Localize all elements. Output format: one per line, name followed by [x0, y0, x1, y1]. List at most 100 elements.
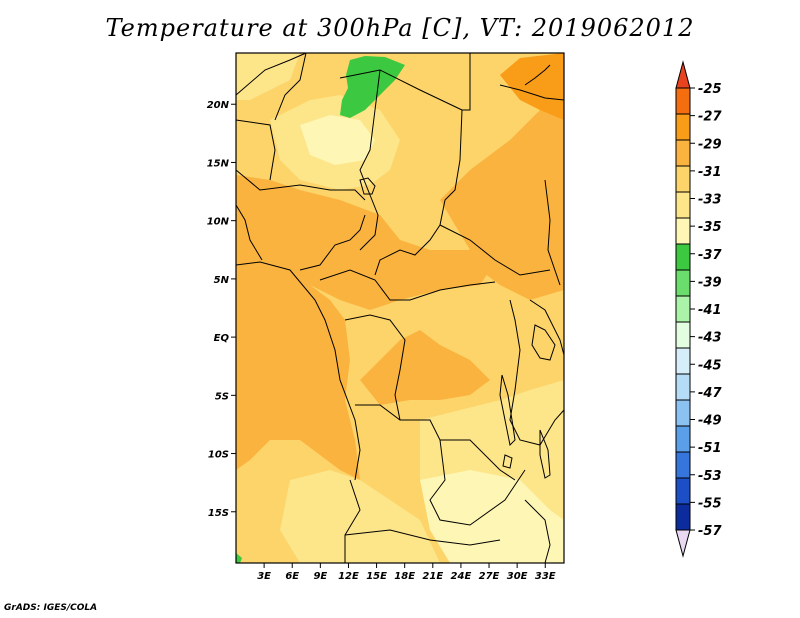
field-orange-northeast — [440, 95, 564, 300]
x-tick-label: 21E — [422, 571, 443, 582]
field-orange-congo — [360, 330, 490, 405]
field-green-cold-spot — [340, 56, 405, 118]
border-zambia — [429, 439, 526, 526]
colorbar-label: -49 — [698, 414, 722, 429]
border-east-lakes — [509, 299, 565, 446]
border-coast-west — [235, 261, 361, 481]
border-namibia — [344, 529, 501, 546]
colorbar-swatch — [675, 373, 691, 401]
border-northwest — [235, 52, 307, 96]
x-tick-label: 27E — [479, 571, 500, 582]
border-lake-victoria — [531, 324, 556, 361]
colorbar-label: -55 — [698, 496, 722, 511]
x-tick-label: 6E — [285, 571, 299, 582]
colorbar-swatch — [675, 139, 691, 167]
border-uganda-kenya — [529, 299, 565, 356]
colorbar-bottom-arrow — [675, 529, 691, 558]
y-tick-label: 10S — [208, 450, 229, 461]
colorbar-swatch — [675, 425, 691, 453]
colorbar-label: -41 — [698, 303, 722, 318]
x-tick-label: 33E — [535, 571, 556, 582]
colorbar-swatch — [675, 165, 691, 193]
colorbar-top-arrow — [675, 60, 691, 89]
border-lake-malawi — [539, 429, 551, 479]
colorbar-label: -25 — [698, 82, 722, 97]
border-angola-south — [344, 479, 361, 563]
border-libya-egypt — [462, 53, 471, 111]
field-orange-far-northeast — [500, 53, 564, 120]
x-tick-label: 12E — [338, 571, 359, 582]
x-tick-label: 30E — [507, 571, 528, 582]
border-sudan-southsudan — [439, 224, 551, 276]
country-borders — [235, 52, 565, 564]
border-car — [319, 269, 496, 301]
border-chad-east — [374, 109, 463, 276]
field-light-northwest — [236, 53, 300, 100]
border-mali-niger — [235, 119, 276, 181]
x-tick-label: 18E — [394, 571, 415, 582]
colorbar-swatch — [675, 503, 691, 531]
colorbar-label: -31 — [698, 165, 722, 180]
colorbar-swatch — [675, 477, 691, 505]
colorbar-label: -39 — [698, 275, 722, 290]
border-niger-nigeria — [235, 169, 366, 201]
colorbar-label: -51 — [698, 441, 722, 456]
x-tick-label: 24E — [451, 571, 472, 582]
colorbar-swatch — [675, 451, 691, 479]
map-frame — [235, 52, 565, 564]
y-tick-label: 10N — [207, 217, 230, 228]
field-light-south — [280, 470, 440, 563]
y-tick-label: 15N — [207, 158, 230, 169]
border-nigeria-cameroon — [299, 214, 366, 271]
colorbar-swatch — [675, 347, 691, 375]
chart-title: Temperature at 300hPa [C], VT: 201906201… — [105, 14, 695, 42]
grads-credit: GrADS: IGES/COLA — [4, 603, 98, 613]
colorbar-label: -29 — [698, 137, 722, 152]
colorbar-swatch — [675, 399, 691, 427]
border-drc-angola — [355, 404, 516, 481]
colorbar-swatch — [675, 269, 691, 297]
colorbar-swatch — [675, 243, 691, 271]
border-chad-west — [359, 69, 381, 251]
colorbar-label: -35 — [698, 220, 722, 235]
temperature-field — [236, 53, 564, 563]
colorbar: -25 -27 -29 -31 -33 -35 -37 -39 -41 -43 -45 -47 -49 -… — [675, 60, 722, 558]
border-lake-mweru — [502, 454, 513, 469]
border-gulf-west — [235, 204, 263, 261]
colorbar-swatch — [675, 217, 691, 245]
field-orange-west-coast — [236, 265, 360, 480]
border-lake-chad — [359, 177, 376, 195]
colorbar-label: -47 — [698, 386, 722, 401]
border-libya-west — [274, 52, 307, 121]
colorbar-label: -53 — [698, 469, 722, 484]
colorbar-swatch — [675, 321, 691, 349]
colorbar-label: -57 — [698, 524, 722, 539]
colorbar-label: -27 — [698, 110, 722, 125]
y-tick-label: 5N — [214, 275, 230, 286]
border-lake-tanganyika — [499, 374, 516, 447]
x-axis: 3E 6E 9E 12E 15E 18E 21E 24E 27E 30E 33E — [257, 563, 556, 582]
field-lightest-sahara — [300, 115, 375, 165]
colorbar-swatch — [675, 113, 691, 141]
border-mozambique — [524, 499, 551, 564]
y-tick-label: 5S — [215, 391, 229, 402]
border-ethiopia — [499, 84, 565, 101]
border-red-sea-coast — [524, 64, 551, 86]
border-congo-drc — [344, 314, 406, 421]
colorbar-label: -45 — [698, 358, 722, 373]
colorbar-swatch — [675, 87, 691, 115]
colorbar-label: -33 — [698, 193, 722, 208]
border-east-coast — [544, 179, 561, 286]
y-tick-label: 20N — [207, 100, 230, 111]
x-tick-label: 9E — [313, 571, 327, 582]
colorbar-swatch — [675, 191, 691, 219]
colorbar-swatch — [675, 295, 691, 323]
field-green-corner — [236, 553, 242, 563]
field-orange-central-west — [236, 175, 490, 310]
x-tick-label: 3E — [257, 571, 271, 582]
y-axis: 20N 15N 10N 5N EQ 5S 10S 15S — [207, 100, 236, 519]
colorbar-label: -37 — [698, 248, 722, 263]
field-lightest-south — [420, 470, 564, 563]
y-tick-label: EQ — [214, 333, 230, 344]
